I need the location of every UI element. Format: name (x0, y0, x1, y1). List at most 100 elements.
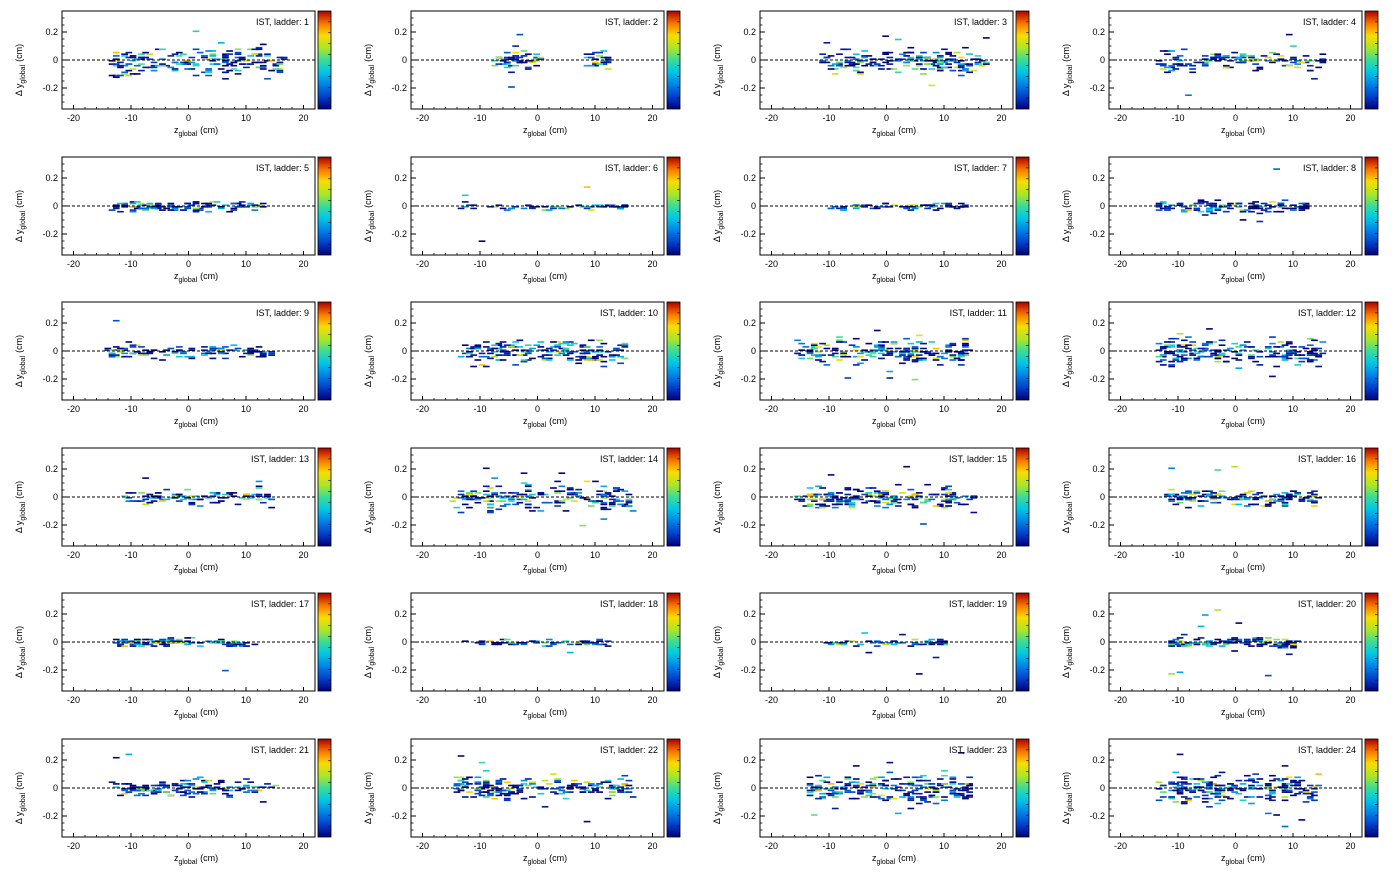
histogram-bin (1206, 645, 1213, 647)
histogram-bin (1306, 492, 1314, 494)
histogram-bin (213, 347, 221, 350)
histogram-bin (1227, 642, 1234, 644)
histogram-bin (188, 349, 196, 351)
y-tick-label: 0 (53, 201, 58, 211)
histogram-bin (903, 349, 910, 351)
histogram-bin (230, 202, 238, 205)
histogram-bin (255, 355, 263, 358)
histogram-bin (928, 341, 936, 343)
histogram-bin (1264, 500, 1272, 502)
histogram-bin (1256, 351, 1264, 353)
histogram-bin (474, 501, 482, 504)
histogram-bin (1294, 792, 1301, 795)
histogram-bin (836, 501, 843, 504)
histogram-bin (928, 796, 936, 798)
histogram-bin (815, 506, 822, 509)
histogram-bin (512, 792, 519, 795)
histogram-bin (516, 61, 524, 64)
histogram-bin (247, 781, 254, 783)
histogram-bin (1273, 500, 1280, 502)
histogram-bin (802, 505, 810, 507)
histogram-bin (213, 492, 221, 494)
x-axis-label: zglobal (cm) (174, 853, 218, 866)
histogram-bin (537, 792, 545, 795)
histogram-bin (861, 56, 868, 59)
histogram-bin (579, 640, 587, 642)
histogram-bin (1311, 791, 1318, 793)
panel-title-prefix: IST, ladder: (600, 308, 648, 318)
panel-title-ladder-number: 14 (648, 454, 658, 464)
histogram-bin (894, 498, 902, 501)
y-axis-label-subscript: global (369, 355, 376, 374)
histogram-bin (537, 493, 545, 496)
histogram-bin (571, 500, 578, 502)
x-axis-label: zglobal (cm) (174, 562, 218, 575)
histogram-bin (251, 789, 259, 792)
histogram-bin (857, 71, 864, 74)
histogram-bin (932, 642, 940, 644)
histogram-bin (222, 64, 229, 67)
histogram-bin (121, 53, 128, 55)
y-axis-label-unit: (cm) (1061, 772, 1071, 790)
histogram-bin (499, 778, 507, 780)
histogram-bin (915, 206, 923, 208)
histogram-bin (1281, 344, 1289, 346)
histogram-bin (1218, 645, 1226, 647)
histogram-bin (592, 351, 599, 353)
histogram-bin (911, 207, 919, 210)
histogram-bin (188, 637, 196, 639)
x-axis-label-subscript: global (527, 859, 546, 866)
histogram-bin (1222, 360, 1230, 363)
histogram-bin (150, 640, 158, 642)
histogram-bin (222, 497, 229, 499)
histogram-bin (217, 352, 225, 355)
histogram-bin (1197, 347, 1205, 350)
histogram-bin (562, 349, 570, 351)
histogram-bin (1180, 783, 1188, 785)
histogram-bin (545, 354, 553, 356)
histogram-bin (121, 642, 128, 644)
histogram-bin (230, 492, 238, 494)
y-tick-label: 0.2 (45, 755, 58, 765)
histogram-bin (1298, 779, 1306, 782)
histogram-bin (861, 493, 868, 496)
x-axis-label-subscript: global (876, 422, 895, 429)
histogram-bin (1273, 352, 1280, 355)
histogram-bin (192, 201, 200, 203)
histogram-bin (1185, 207, 1192, 210)
histogram-bin (1231, 638, 1238, 641)
histogram-bin (184, 355, 191, 358)
histogram-bin (1235, 792, 1243, 795)
x-tick-label: 20 (298, 113, 308, 123)
histogram-bin (205, 497, 212, 499)
histogram-bin (1227, 347, 1234, 350)
histogram-bin (1214, 53, 1222, 55)
histogram-bin (1302, 347, 1310, 350)
histogram-bin (831, 68, 839, 70)
histogram-bin (1298, 819, 1306, 821)
histogram-bin (482, 500, 490, 502)
histogram-bin (953, 794, 961, 797)
histogram-bin (957, 354, 965, 356)
histogram-bin (974, 55, 982, 57)
histogram-bin (117, 66, 124, 69)
y-axis-label-unit: (cm) (14, 190, 24, 208)
histogram-bin (941, 506, 948, 509)
histogram-bin (596, 206, 603, 208)
histogram-bin (205, 69, 212, 72)
histogram-bin (466, 355, 473, 358)
histogram-bin (1164, 495, 1171, 497)
panel-title-ladder-number: 16 (1346, 454, 1356, 464)
histogram-bin (495, 788, 503, 790)
histogram-bin (209, 63, 217, 65)
histogram-bin (945, 60, 952, 62)
histogram-bin (1248, 645, 1255, 647)
x-tick-label: 10 (590, 841, 600, 851)
histogram-bin (470, 204, 477, 206)
histogram-bin (1155, 355, 1163, 358)
histogram-bin (1193, 352, 1201, 355)
histogram-bin (184, 68, 191, 70)
histogram-bin (886, 642, 894, 644)
histogram-bin (108, 74, 116, 77)
histogram-bin (886, 351, 894, 353)
